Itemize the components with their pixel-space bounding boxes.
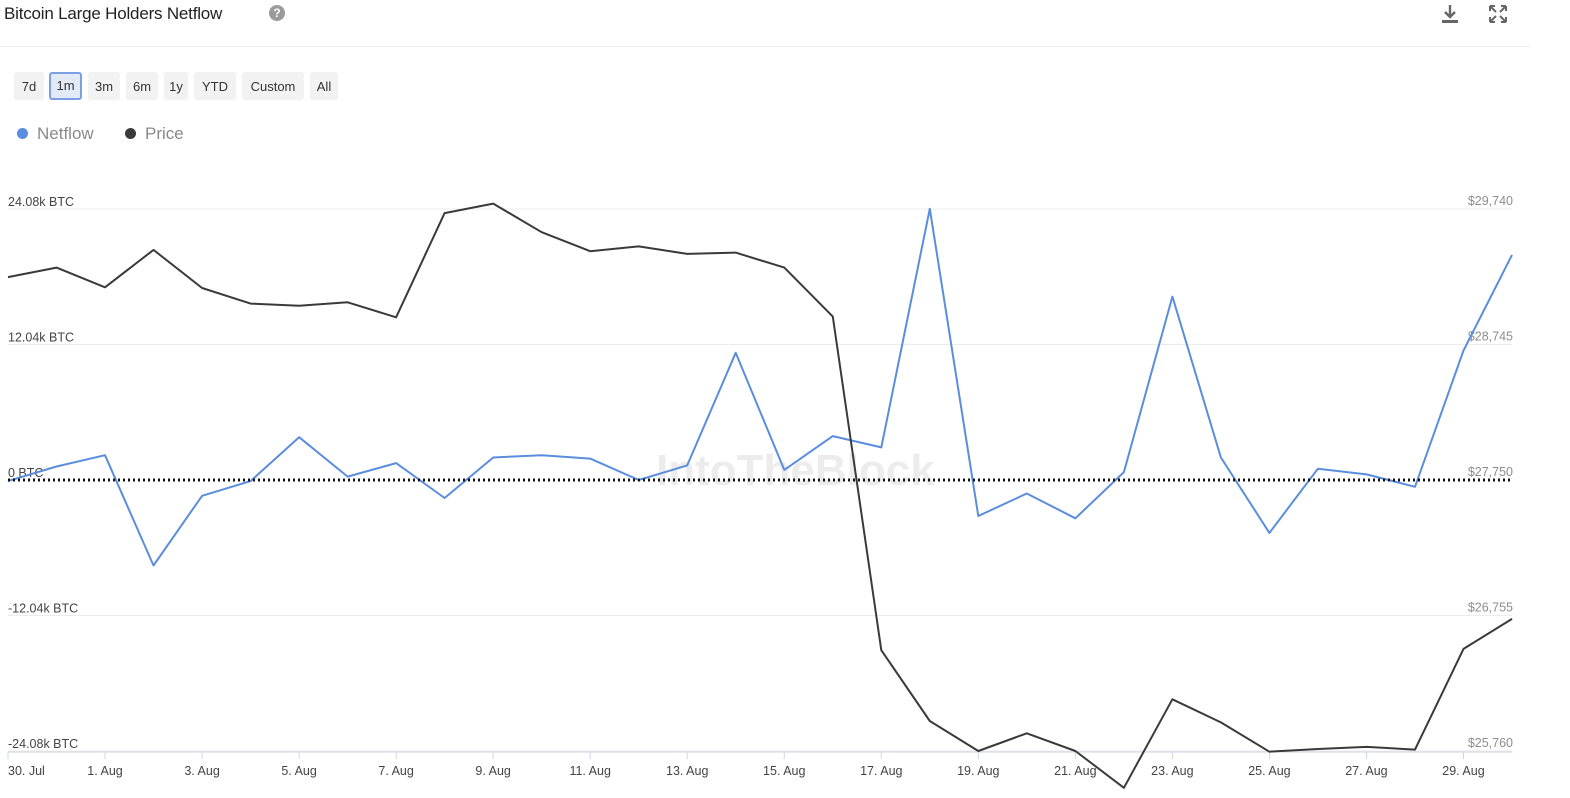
x-tick-label: 15. Aug xyxy=(763,764,805,778)
help-icon[interactable]: ? xyxy=(269,5,285,21)
series-line-netflow xyxy=(7,207,1513,567)
left-tick-label: 12.04k BTC xyxy=(8,331,74,345)
range-6m[interactable]: 6m xyxy=(126,72,158,100)
x-tick-label: 1. Aug xyxy=(87,764,122,778)
legend-dot-netflow xyxy=(17,128,28,140)
watermark: IntoTheBlock xyxy=(656,446,935,495)
left-tick-label: 0 BTC xyxy=(8,466,43,480)
x-tick-label: 30. Jul xyxy=(8,764,45,778)
left-tick-label: 24.08k BTC xyxy=(8,195,74,209)
download-icon[interactable] xyxy=(1438,2,1462,26)
range-3m[interactable]: 3m xyxy=(88,72,120,100)
range-all[interactable]: All xyxy=(310,72,338,100)
x-tick-label: 13. Aug xyxy=(666,764,708,778)
legend-netflow[interactable]: Netflow xyxy=(17,124,94,144)
gridlines xyxy=(8,208,1512,752)
x-axis-ticks: 30. Jul 1. Aug 3. Aug 5. Aug 7. Aug 9. Aug 11.… xyxy=(7,751,1512,778)
right-axis-ticks: $29,740 $28,745 $27,750 $26,755 $25,760 xyxy=(1468,194,1513,750)
range-custom[interactable]: Custom xyxy=(242,72,304,100)
x-tick-label: 21. Aug xyxy=(1054,764,1096,778)
x-tick-label: 29. Aug xyxy=(1442,764,1484,778)
legend-dot-price xyxy=(125,128,136,140)
x-tick-label: 27. Aug xyxy=(1345,764,1387,778)
legend-price[interactable]: Price xyxy=(125,124,184,144)
x-tick-label: 5. Aug xyxy=(281,764,316,778)
expand-icon[interactable] xyxy=(1486,2,1510,26)
left-axis-ticks: 24.08k BTC 12.04k BTC 0 BTC -12.04k BTC -24.… xyxy=(8,195,78,751)
right-tick-label: $29,740 xyxy=(1468,194,1513,208)
legend-label-netflow: Netflow xyxy=(37,124,94,143)
legend-label-price: Price xyxy=(145,124,184,143)
chart-title: Bitcoin Large Holders Netflow xyxy=(4,4,223,23)
series-line-price xyxy=(7,202,1513,789)
left-tick-label: -12.04k BTC xyxy=(8,602,78,616)
right-tick-label: $26,755 xyxy=(1468,601,1513,615)
right-tick-label: $28,745 xyxy=(1468,330,1513,344)
right-tick-label: $25,760 xyxy=(1468,736,1513,750)
range-1y[interactable]: 1y xyxy=(164,72,188,100)
x-tick-label: 25. Aug xyxy=(1248,764,1290,778)
x-tick-label: 11. Aug xyxy=(569,764,611,778)
x-tick-label: 9. Aug xyxy=(475,764,510,778)
range-ytd[interactable]: YTD xyxy=(194,72,236,100)
chart-header: Bitcoin Large Holders Netflow ? xyxy=(0,0,1530,47)
x-tick-label: 3. Aug xyxy=(184,764,219,778)
range-1m[interactable]: 1m xyxy=(49,72,82,100)
range-7d[interactable]: 7d xyxy=(14,72,44,100)
right-tick-label: $27,750 xyxy=(1468,465,1513,479)
x-tick-label: 7. Aug xyxy=(378,764,413,778)
series-layer xyxy=(7,202,1513,789)
left-tick-label: -24.08k BTC xyxy=(8,737,78,751)
x-tick-label: 19. Aug xyxy=(957,764,999,778)
x-tick-label: 23. Aug xyxy=(1151,764,1193,778)
x-tick-label: 17. Aug xyxy=(860,764,902,778)
